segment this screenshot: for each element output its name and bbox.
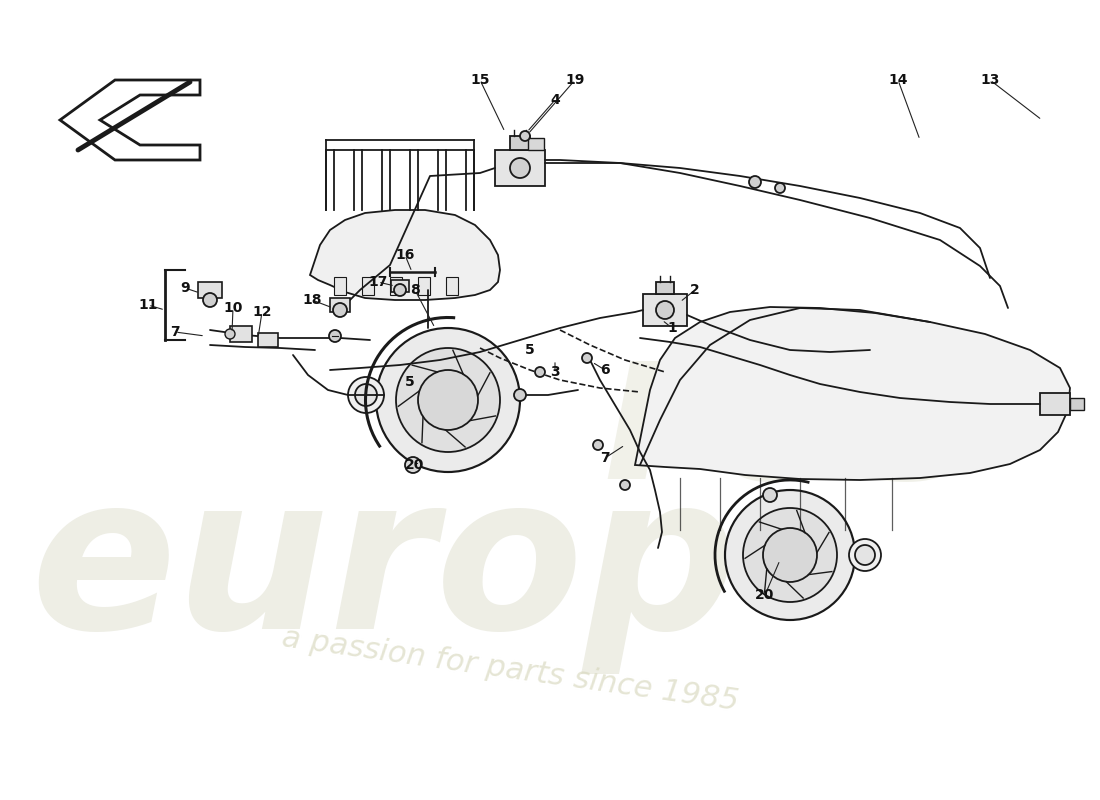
Text: 3: 3 bbox=[550, 365, 560, 379]
Circle shape bbox=[514, 389, 526, 401]
Circle shape bbox=[394, 284, 406, 296]
Polygon shape bbox=[60, 80, 200, 160]
Circle shape bbox=[333, 303, 346, 317]
Bar bbox=[528, 138, 544, 150]
Circle shape bbox=[849, 539, 881, 571]
Text: 5: 5 bbox=[525, 343, 535, 357]
Text: 8: 8 bbox=[410, 283, 420, 297]
Text: 13: 13 bbox=[980, 73, 1000, 87]
Circle shape bbox=[376, 328, 520, 472]
Circle shape bbox=[204, 293, 217, 307]
Text: europ: europ bbox=[30, 466, 737, 674]
Text: 4: 4 bbox=[550, 93, 560, 107]
Bar bbox=[1040, 393, 1070, 415]
Circle shape bbox=[226, 329, 235, 339]
Bar bbox=[446, 277, 458, 295]
Bar bbox=[198, 282, 222, 298]
Circle shape bbox=[329, 330, 341, 342]
Text: 1: 1 bbox=[667, 321, 676, 335]
Text: 16: 16 bbox=[395, 248, 415, 262]
Circle shape bbox=[742, 508, 837, 602]
Bar bbox=[362, 277, 374, 295]
Text: 9: 9 bbox=[180, 281, 190, 295]
Circle shape bbox=[725, 490, 855, 620]
Bar bbox=[258, 333, 278, 347]
Bar bbox=[390, 280, 409, 292]
Text: ros: ros bbox=[600, 315, 982, 525]
Text: 7: 7 bbox=[601, 451, 609, 465]
Text: 20: 20 bbox=[756, 588, 774, 602]
Circle shape bbox=[396, 348, 500, 452]
Circle shape bbox=[535, 367, 544, 377]
Text: 20: 20 bbox=[405, 458, 425, 472]
Text: 5: 5 bbox=[405, 375, 415, 389]
Bar bbox=[230, 326, 252, 342]
Bar bbox=[334, 277, 346, 295]
Bar bbox=[656, 282, 674, 294]
Text: a passion for parts since 1985: a passion for parts since 1985 bbox=[280, 623, 740, 717]
Bar bbox=[418, 277, 430, 295]
Bar bbox=[1070, 398, 1084, 410]
Circle shape bbox=[520, 131, 530, 141]
Circle shape bbox=[620, 480, 630, 490]
Text: 2: 2 bbox=[690, 283, 700, 297]
Circle shape bbox=[418, 370, 478, 430]
Text: 7: 7 bbox=[170, 325, 179, 339]
Bar bbox=[510, 136, 530, 150]
Text: 19: 19 bbox=[565, 73, 585, 87]
Circle shape bbox=[776, 183, 785, 193]
Circle shape bbox=[656, 301, 674, 319]
Text: 18: 18 bbox=[302, 293, 321, 307]
Text: 15: 15 bbox=[471, 73, 490, 87]
Circle shape bbox=[582, 353, 592, 363]
Bar bbox=[644, 294, 688, 326]
Circle shape bbox=[355, 384, 377, 406]
Polygon shape bbox=[635, 307, 1070, 480]
Bar bbox=[330, 298, 350, 312]
Text: 10: 10 bbox=[223, 301, 243, 315]
Circle shape bbox=[593, 440, 603, 450]
Text: 6: 6 bbox=[601, 363, 609, 377]
Circle shape bbox=[749, 176, 761, 188]
Bar bbox=[390, 277, 402, 295]
Circle shape bbox=[763, 528, 817, 582]
Circle shape bbox=[855, 545, 875, 565]
Circle shape bbox=[405, 457, 421, 473]
Text: 11: 11 bbox=[139, 298, 157, 312]
Text: 14: 14 bbox=[889, 73, 908, 87]
Polygon shape bbox=[310, 210, 500, 300]
Circle shape bbox=[763, 488, 777, 502]
Text: 17: 17 bbox=[368, 275, 387, 289]
Text: 12: 12 bbox=[252, 305, 272, 319]
Circle shape bbox=[348, 377, 384, 413]
Circle shape bbox=[510, 158, 530, 178]
Bar bbox=[495, 150, 544, 186]
